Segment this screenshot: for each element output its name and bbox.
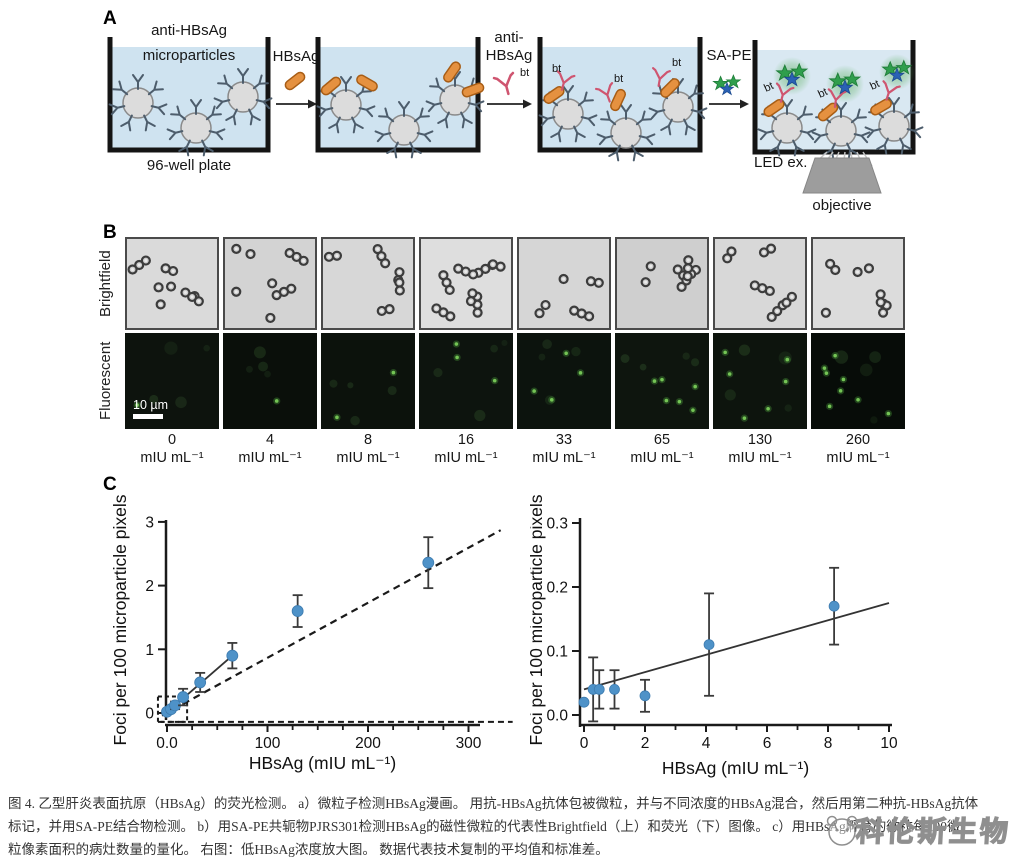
y-axis-label: Foci per 100 microparticle pixels	[530, 494, 546, 745]
brightfield-micrograph	[419, 237, 513, 330]
arrow2-label-line1: anti-	[494, 29, 523, 46]
panel-a-schematic: anti-HBsAg microparticles 96-well plate …	[107, 22, 935, 214]
svg-text:300: 300	[456, 735, 482, 752]
svg-text:2: 2	[145, 578, 154, 595]
brightfield-micrograph	[811, 237, 905, 330]
svg-text:2: 2	[641, 735, 650, 752]
bt-antibody-icon	[492, 71, 520, 98]
svg-text:0.0: 0.0	[156, 735, 178, 752]
concentration-value: 33	[555, 432, 573, 448]
fluorescent-micrograph	[321, 333, 415, 429]
caption-line-3: 粒像素面积的病灶数量的量化。 右图：低HBsAg浓度放大图。 数据代表技术复制的…	[8, 842, 609, 858]
bt-label: bt	[614, 73, 623, 85]
well1-caption: 96-well plate	[147, 157, 231, 174]
well-4: bt bt bt	[752, 40, 922, 158]
well-2	[315, 37, 486, 157]
hbsag-antigen-icon	[282, 69, 308, 93]
objective-group: LED ex. objective	[754, 151, 882, 214]
svg-text:1: 1	[145, 642, 154, 659]
brightfield-row-label: Brightfield	[97, 250, 114, 317]
concentration-value: 4	[265, 432, 275, 448]
svg-text:10: 10	[880, 735, 898, 752]
bt-label: bt	[520, 67, 529, 79]
brightfield-micrograph	[615, 237, 709, 330]
svg-text:8: 8	[824, 735, 833, 752]
well-1: anti-HBsAg microparticles 96-well plate	[107, 22, 272, 174]
chart-low-concentration-zoom: 0 2 4 6 8 10 0.0 0.1 0.2 0.3 HBsAg (mIU mL⁻¹) Foci …	[530, 494, 898, 778]
fluorescent-micrograph	[713, 333, 807, 429]
well-3: bt bt bt	[537, 37, 707, 160]
svg-text:4: 4	[702, 735, 711, 752]
fluorescent-row-label: Fluorescent	[97, 341, 114, 421]
svg-text:0.0: 0.0	[546, 708, 568, 725]
panel-b-label: B	[103, 222, 117, 243]
svg-text:200: 200	[355, 735, 381, 752]
concentration-unit: mIU mL⁻¹	[434, 450, 498, 466]
concentration-unit: mIU mL⁻¹	[140, 450, 204, 466]
y-axis-label: Foci per 100 microparticle pixels	[110, 494, 130, 745]
concentration-unit: mIU mL⁻¹	[532, 450, 596, 466]
sa-pe-icon	[713, 75, 740, 94]
caption-line-2: 标记，并用SA-PE结合物检测。 b）用SA-PE共轭物PJRS301检测HBs…	[8, 819, 961, 835]
svg-text:100: 100	[255, 735, 281, 752]
brightfield-micrograph	[713, 237, 807, 330]
arrow3-label: SA-PE	[706, 47, 751, 64]
concentration-unit: mIU mL⁻¹	[728, 450, 792, 466]
chart-full-range: 0.0 100 200 300 0 1 2 3 HBsAg (mIU mL⁻¹) Foci per…	[110, 494, 513, 773]
concentration-value: 16	[457, 432, 475, 448]
concentration-value: 0	[167, 432, 177, 448]
arrow-head-icon	[308, 99, 317, 109]
concentration-value: 8	[363, 432, 373, 448]
svg-text:3: 3	[145, 514, 154, 531]
concentration-unit: mIU mL⁻¹	[826, 450, 890, 466]
scalebar	[133, 414, 163, 419]
brightfield-micrograph	[125, 237, 219, 330]
fluorescent-micrograph	[811, 333, 905, 429]
concentration-unit: mIU mL⁻¹	[630, 450, 694, 466]
bt-label: bt	[552, 63, 561, 75]
well1-title-line2: microparticles	[143, 47, 236, 64]
svg-text:0.1: 0.1	[546, 644, 568, 661]
concentration-unit: mIU mL⁻¹	[238, 450, 302, 466]
concentration-unit: mIU mL⁻¹	[336, 450, 400, 466]
panel-a-label: A	[103, 8, 117, 29]
svg-text:0.3: 0.3	[546, 516, 568, 533]
brightfield-micrograph	[321, 237, 415, 330]
brightfield-micrograph	[223, 237, 317, 330]
step-arrow-anti-hbsag-bt: anti- HBsAg bt	[486, 29, 533, 109]
fluorescent-micrograph: 10 µm	[125, 333, 219, 429]
arrow-head-icon	[523, 99, 532, 109]
arrow1-label: HBsAg	[273, 48, 320, 65]
concentration-value: 65	[653, 432, 671, 448]
step-arrow-hbsag: HBsAg	[273, 48, 320, 109]
fluorescent-micrograph	[517, 333, 611, 429]
x-axis-label: HBsAg (mIU mL⁻¹)	[662, 758, 809, 778]
arrow-head-icon	[740, 99, 749, 109]
brightfield-micrograph	[517, 237, 611, 330]
objective-label: objective	[812, 197, 871, 214]
scalebar-label: 10 µm	[133, 398, 168, 412]
svg-text:0.2: 0.2	[546, 580, 568, 597]
concentration-value: 260	[845, 432, 871, 448]
arrow2-label-line2: HBsAg	[486, 47, 533, 64]
bt-label: bt	[672, 57, 681, 69]
fluorescent-micrograph	[419, 333, 513, 429]
led-ex-label: LED ex.	[754, 154, 807, 171]
svg-text:6: 6	[763, 735, 772, 752]
figure-caption: 图 4. 乙型肝炎表面抗原（HBsAg）的荧光检测。 a）微粒子检测HBsAg漫…	[8, 792, 1024, 862]
objective-icon	[802, 157, 882, 194]
fluorescent-micrograph	[615, 333, 709, 429]
step-arrow-sa-pe: SA-PE	[706, 47, 752, 109]
x-axis-label: HBsAg (mIU mL⁻¹)	[249, 753, 396, 773]
caption-line-1: 图 4. 乙型肝炎表面抗原（HBsAg）的荧光检测。 a）微粒子检测HBsAg漫…	[8, 796, 979, 811]
svg-text:0: 0	[145, 706, 154, 723]
fluorescent-micrograph	[223, 333, 317, 429]
svg-text:0: 0	[580, 735, 589, 752]
well1-title-line1: anti-HBsAg	[151, 22, 227, 39]
concentration-value: 130	[747, 432, 773, 448]
panel-c-label: C	[103, 474, 117, 495]
